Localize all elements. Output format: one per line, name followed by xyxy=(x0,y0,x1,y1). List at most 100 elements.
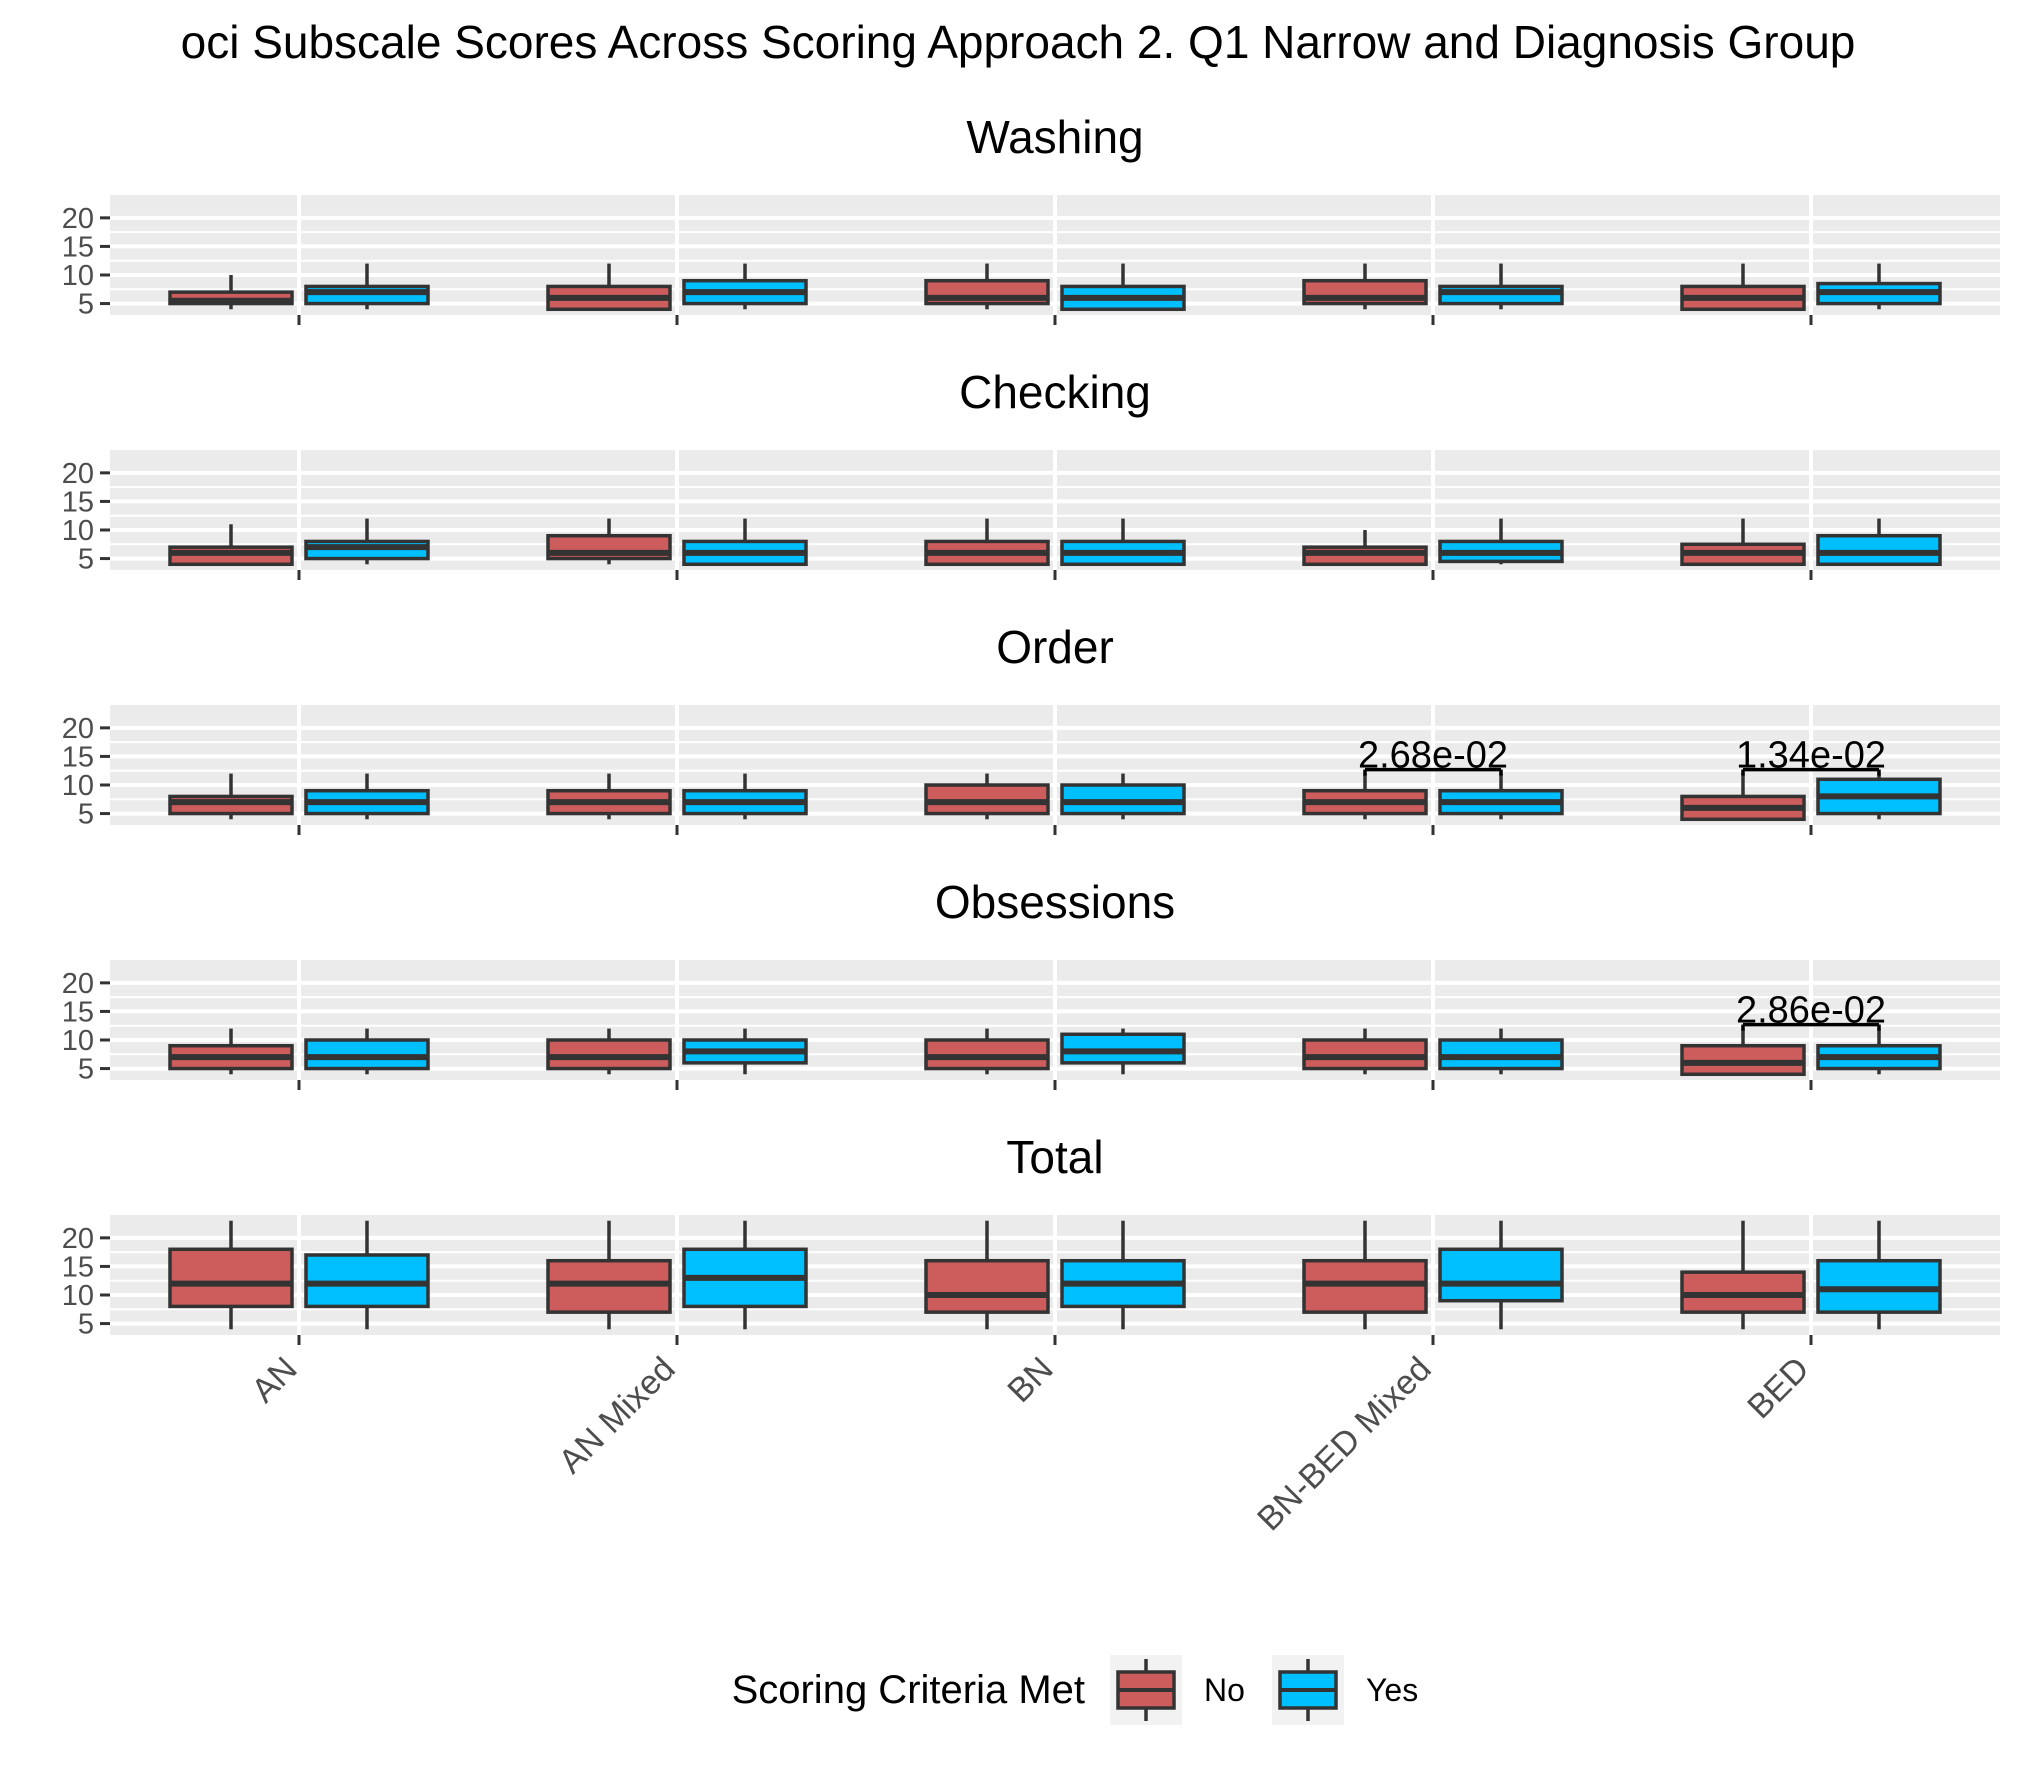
y-tick-label: 10 xyxy=(62,260,94,292)
panel-title: Washing xyxy=(966,111,1143,163)
box-bn-bed-mixed-no xyxy=(1302,263,1428,310)
significance-annotation: 2.86e-02 xyxy=(1736,990,1886,1032)
box-an-mixed-no xyxy=(546,263,672,312)
y-tick-label: 10 xyxy=(62,1280,94,1312)
box-bn-no xyxy=(924,773,1050,820)
box-bed-no xyxy=(1680,263,1806,312)
box-bed-no xyxy=(1680,1028,1806,1077)
box-an-mixed-no xyxy=(546,1220,672,1330)
box-an-mixed-yes xyxy=(682,1028,808,1075)
chart-legend: Scoring Criteria Met No Yes xyxy=(732,1655,1418,1725)
box-an-mixed-yes xyxy=(682,263,808,310)
y-tick-label: 10 xyxy=(62,770,94,802)
box-bn-yes xyxy=(1060,263,1186,312)
box-bn-no xyxy=(924,1028,1050,1075)
y-tick-label: 15 xyxy=(62,741,94,773)
box-bn-bed-mixed-no xyxy=(1302,1220,1428,1330)
box-bn-bed-mixed-no xyxy=(1302,530,1428,567)
y-tick-label: 5 xyxy=(78,289,94,321)
x-tick-label: AN Mixed xyxy=(552,1350,683,1481)
y-tick-label: 15 xyxy=(62,1251,94,1283)
box-bn-yes xyxy=(1060,518,1186,567)
significance-annotation: 2.68e-02 xyxy=(1358,735,1508,777)
box-an-no xyxy=(168,1220,294,1330)
box-body xyxy=(168,1247,294,1309)
y-tick-label: 20 xyxy=(62,203,94,235)
box-an-yes xyxy=(304,1028,430,1075)
y-tick-label: 20 xyxy=(62,458,94,490)
panel-title: Order xyxy=(996,621,1114,673)
y-tick-label: 10 xyxy=(62,1025,94,1057)
p-value-label: 2.68e-02 xyxy=(1358,735,1508,777)
box-bn-bed-mixed-yes xyxy=(1438,773,1564,820)
box-an-mixed-yes xyxy=(682,773,808,820)
box-bn-bed-mixed-no xyxy=(1302,773,1428,820)
box-an-yes xyxy=(304,1220,430,1330)
y-tick-label: 5 xyxy=(78,799,94,831)
box-bn-bed-mixed-no xyxy=(1302,1028,1428,1075)
box-bn-yes xyxy=(1060,1220,1186,1330)
y-tick-label: 5 xyxy=(78,1054,94,1086)
box-an-mixed-no xyxy=(546,518,672,565)
y-tick-label: 20 xyxy=(62,713,94,745)
chart-title: oci Subscale Scores Across Scoring Appro… xyxy=(181,16,1856,68)
y-tick-label: 5 xyxy=(78,544,94,576)
box-an-no xyxy=(168,773,294,820)
box-bed-yes xyxy=(1816,518,1942,567)
box-an-mixed-yes xyxy=(682,518,808,567)
box-bn-no xyxy=(924,518,1050,567)
box-bn-no xyxy=(924,263,1050,310)
legend-title: Scoring Criteria Met xyxy=(732,1668,1085,1712)
box-bed-yes xyxy=(1816,1220,1942,1330)
box-an-no xyxy=(168,275,294,310)
x-axis: AN AN Mixed BN BN-BED Mixed BED xyxy=(244,1350,1816,1539)
box-an-mixed-no xyxy=(546,773,672,820)
legend-item-label: No xyxy=(1204,1672,1245,1708)
box-an-no xyxy=(168,1028,294,1075)
box-bn-no xyxy=(924,1220,1050,1330)
box-bed-no xyxy=(1680,1220,1806,1330)
box-bed-no xyxy=(1680,773,1806,822)
box-an-mixed-yes xyxy=(682,1220,808,1330)
box-an-no xyxy=(168,524,294,567)
legend-item-no: No xyxy=(1110,1655,1245,1725)
box-bed-no xyxy=(1680,518,1806,567)
box-bn-yes xyxy=(1060,773,1186,820)
box-bed-yes xyxy=(1816,773,1942,820)
x-tick-label: BN xyxy=(1000,1350,1060,1410)
chart-panels: Washing5101520Checking5101520Order510152… xyxy=(62,111,2000,1345)
box-bn-bed-mixed-yes xyxy=(1438,263,1564,310)
legend-item-yes: Yes xyxy=(1272,1655,1418,1725)
y-tick-label: 15 xyxy=(62,231,94,263)
y-tick-label: 20 xyxy=(62,968,94,1000)
panel-title: Obsessions xyxy=(935,876,1175,928)
y-tick-label: 10 xyxy=(62,515,94,547)
box-an-yes xyxy=(304,263,430,310)
x-tick-label: AN xyxy=(244,1350,304,1410)
box-an-mixed-no xyxy=(546,1028,672,1075)
box-an-yes xyxy=(304,773,430,820)
box-bn-bed-mixed-yes xyxy=(1438,518,1564,565)
box-an-yes xyxy=(304,518,430,565)
box-body xyxy=(1438,1247,1564,1303)
legend-item-label: Yes xyxy=(1366,1672,1418,1708)
box-bn-bed-mixed-yes xyxy=(1438,1028,1564,1075)
x-tick-label: BED xyxy=(1740,1350,1816,1426)
panel-title: Total xyxy=(1006,1131,1103,1183)
box-body xyxy=(924,1258,1050,1314)
box-bed-yes xyxy=(1816,263,1942,310)
box-bn-bed-mixed-yes xyxy=(1438,1220,1564,1330)
significance-annotation: 1.34e-02 xyxy=(1736,735,1886,777)
y-tick-label: 15 xyxy=(62,486,94,518)
panel-title: Checking xyxy=(959,366,1151,418)
y-tick-label: 20 xyxy=(62,1223,94,1255)
p-value-label: 2.86e-02 xyxy=(1736,990,1886,1032)
p-value-label: 1.34e-02 xyxy=(1736,735,1886,777)
box-bed-yes xyxy=(1816,1028,1942,1075)
